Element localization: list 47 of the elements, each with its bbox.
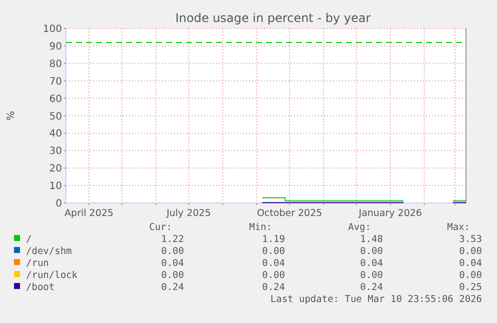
text: 0.00 — [161, 246, 184, 257]
text: Avg: — [348, 222, 371, 233]
y-tick-label: 50 — [49, 111, 62, 122]
text: 0.24 — [262, 282, 286, 293]
y-tick-label: 40 — [49, 128, 62, 140]
text: 0.04 — [262, 258, 286, 269]
text: 1.19 — [262, 234, 286, 245]
text: 0.00 — [360, 246, 384, 257]
text: 0.00 — [262, 270, 286, 281]
text: 0.25 — [459, 282, 482, 293]
text: Cur: — [149, 222, 172, 233]
y-tick-label: 10 — [49, 181, 62, 192]
text: Last update: Tue Mar 10 23:55:06 2026 — [270, 294, 482, 305]
text: 0.04 — [161, 258, 184, 269]
text: 0.04 — [360, 258, 384, 269]
x-tick-label: July 2025 — [166, 208, 211, 219]
y-tick-label: 60 — [49, 94, 62, 105]
y-tick-label: 30 — [49, 146, 62, 158]
legend-label: /boot — [26, 282, 55, 293]
y-tick-label: 20 — [49, 164, 62, 175]
text: Min: — [249, 222, 272, 233]
text: 0.00 — [459, 270, 482, 281]
legend-label: / — [26, 234, 32, 245]
y-tick-label: 90 — [49, 41, 62, 52]
text: 0.00 — [161, 270, 184, 281]
text: Max: — [447, 222, 470, 233]
y-tick-label: 100 — [42, 24, 62, 35]
text: 1.22 — [161, 234, 184, 245]
y-axis-title: % — [6, 110, 17, 121]
y-tick-label: 70 — [49, 76, 62, 88]
text: 0.00 — [360, 270, 384, 281]
text: 0.00 — [262, 246, 286, 257]
text: 0.24 — [360, 282, 384, 293]
x-tick-label: January 2026 — [358, 208, 422, 219]
y-tick-label: 0 — [56, 198, 62, 210]
text: 0.24 — [161, 282, 184, 293]
chart-title: Inode usage in percent - by year — [175, 11, 371, 25]
legend-label: /run/lock — [26, 270, 78, 281]
x-tick-label: April 2025 — [64, 208, 114, 219]
legend-label: /dev/shm — [26, 246, 72, 257]
text: 1.48 — [360, 234, 384, 245]
text: 0.00 — [459, 246, 482, 257]
legend-label: /run — [26, 258, 49, 269]
x-tick-label: October 2025 — [256, 208, 322, 219]
y-tick-label: 80 — [49, 58, 62, 70]
text: 0.04 — [459, 258, 482, 269]
text: 3.53 — [459, 234, 482, 245]
